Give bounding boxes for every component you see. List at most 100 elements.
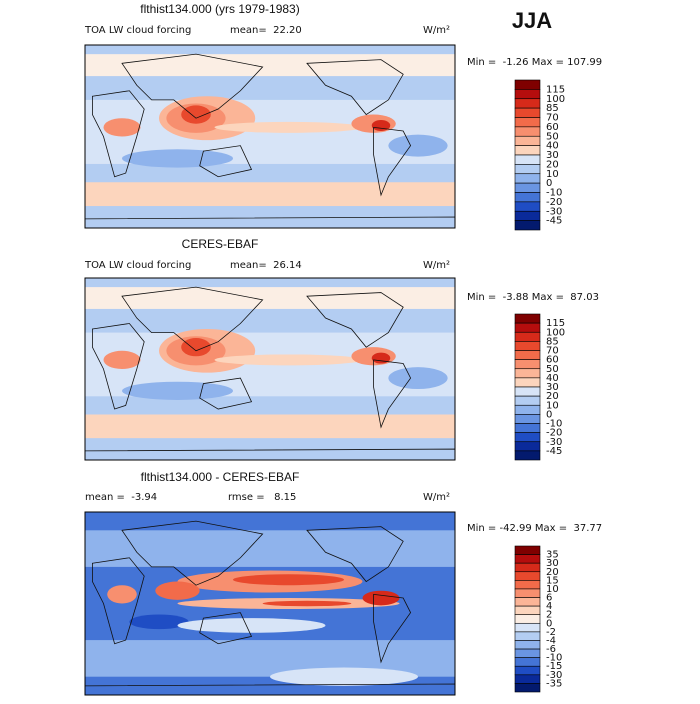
colorbar-label: 40 bbox=[546, 141, 559, 152]
colorbar-label: -30 bbox=[546, 670, 562, 681]
colorbar-box bbox=[514, 562, 541, 573]
coastline bbox=[85, 448, 455, 460]
coastline bbox=[85, 216, 455, 228]
range-label: Min = -1.26 Max = 107.99 bbox=[467, 57, 602, 68]
colorbar-box bbox=[514, 605, 541, 616]
field-blob bbox=[181, 338, 211, 357]
colorbar-label: 20 bbox=[546, 391, 559, 402]
colorbar-box bbox=[514, 210, 541, 221]
field-blob bbox=[388, 134, 448, 157]
colorbar-box bbox=[514, 107, 541, 118]
colorbar-box bbox=[514, 404, 541, 415]
colorbar-box bbox=[514, 423, 541, 433]
colorbar-box bbox=[514, 359, 541, 370]
colorbar-label: -45 bbox=[546, 216, 562, 227]
colorbar-label: 10 bbox=[546, 169, 559, 180]
colorbar-box bbox=[514, 432, 541, 443]
map bbox=[85, 278, 455, 460]
field-blob bbox=[214, 121, 363, 133]
panel-stat: TOA LW cloud forcing bbox=[84, 25, 191, 36]
colorbar-label: 20 bbox=[546, 567, 559, 578]
colorbar-label: 0 bbox=[546, 618, 552, 629]
colorbar-label: 30 bbox=[546, 558, 559, 569]
panel-stat: mean= 22.20 bbox=[230, 25, 302, 36]
colorbar-label: -10 bbox=[546, 419, 562, 430]
colorbar-box bbox=[514, 597, 541, 607]
range-label: Min = -3.88 Max = 87.03 bbox=[467, 292, 599, 303]
panel-stat: TOA LW cloud forcing bbox=[84, 260, 191, 271]
colorbar-label: 40 bbox=[546, 373, 559, 384]
colorbar-label: -20 bbox=[546, 428, 562, 439]
colorbar-label: -30 bbox=[546, 437, 562, 448]
colorbar-box bbox=[514, 220, 541, 231]
colorbar-box bbox=[514, 631, 541, 641]
colorbar-label: -35 bbox=[546, 678, 562, 689]
field-blob bbox=[177, 618, 326, 633]
colorbar-label: 70 bbox=[546, 346, 559, 357]
coastline bbox=[121, 53, 264, 119]
colorbar-box bbox=[514, 622, 541, 633]
colorbar-label: 35 bbox=[546, 550, 559, 561]
colorbar-box bbox=[514, 368, 541, 379]
field-blob bbox=[388, 367, 448, 390]
field-blob bbox=[371, 352, 391, 364]
coastline bbox=[92, 323, 145, 410]
colorbar-label: 10 bbox=[546, 400, 559, 411]
map-frame bbox=[84, 277, 456, 461]
colorbar-label: 50 bbox=[546, 364, 559, 375]
colorbar-box bbox=[514, 313, 541, 324]
field-band bbox=[85, 182, 455, 207]
colorbar-box bbox=[514, 450, 541, 461]
field-blob bbox=[122, 381, 233, 400]
colorbar-label: -6 bbox=[546, 644, 556, 655]
coastline bbox=[306, 292, 404, 348]
colorbar-box bbox=[514, 545, 541, 555]
panel-title: flthist134.000 - CERES-EBAF bbox=[141, 470, 300, 484]
colorbar-box bbox=[514, 173, 541, 184]
field-band bbox=[85, 54, 455, 77]
panel-stat: rmse = 8.15 bbox=[228, 492, 296, 503]
field-blob bbox=[214, 354, 363, 366]
colorbar-box bbox=[514, 683, 541, 693]
coastline bbox=[199, 145, 253, 178]
colorbar-label: 20 bbox=[546, 159, 559, 170]
coastline bbox=[306, 526, 404, 583]
colorbar-label: -15 bbox=[546, 661, 562, 672]
colorbar-box bbox=[514, 145, 541, 156]
colorbar-box bbox=[514, 588, 541, 598]
colorbar-box bbox=[514, 192, 541, 203]
field-blob bbox=[371, 120, 391, 132]
colorbar-label: 6 bbox=[546, 593, 552, 604]
colorbar-box bbox=[514, 341, 541, 351]
coastline bbox=[121, 286, 264, 352]
colorbar-label: -10 bbox=[546, 188, 562, 199]
field-blob bbox=[233, 574, 344, 586]
colorbar-label: -20 bbox=[546, 197, 562, 208]
colorbar-box bbox=[514, 89, 541, 100]
coastline bbox=[92, 90, 145, 178]
colorbar-box bbox=[514, 648, 541, 658]
field-band bbox=[85, 414, 455, 439]
colorbar-box bbox=[514, 126, 541, 137]
colorbar-box bbox=[514, 657, 541, 667]
colorbar-box bbox=[514, 98, 541, 109]
colorbar-label: -45 bbox=[546, 446, 562, 457]
colorbar-box bbox=[514, 164, 541, 175]
colorbar-box bbox=[514, 571, 541, 581]
coastline bbox=[199, 612, 253, 645]
range-label: Min = -42.99 Max = 37.77 bbox=[467, 523, 602, 534]
colorbar-label: 60 bbox=[546, 355, 559, 366]
colorbar-label: -4 bbox=[546, 635, 556, 646]
coastline bbox=[85, 683, 455, 695]
units-label: W/m² bbox=[423, 260, 450, 271]
colorbar-box bbox=[514, 154, 541, 165]
panel-title: CERES-EBAF bbox=[182, 237, 259, 251]
season-label: JJA bbox=[512, 8, 552, 33]
colorbar-label: 115 bbox=[546, 318, 565, 329]
coastline bbox=[373, 359, 412, 429]
colorbar-box bbox=[514, 414, 541, 424]
colorbar-label: 30 bbox=[546, 150, 559, 161]
field-blob bbox=[122, 149, 233, 168]
colorbar-label: 100 bbox=[546, 327, 565, 338]
